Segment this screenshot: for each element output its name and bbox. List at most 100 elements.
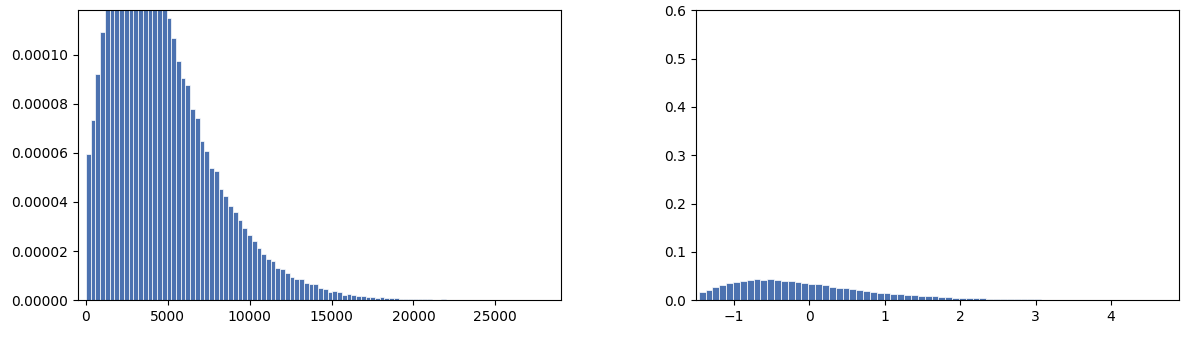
Bar bbox=[870, 292, 876, 300]
Bar bbox=[323, 289, 328, 300]
Bar bbox=[338, 292, 342, 300]
Bar bbox=[1007, 299, 1014, 300]
Bar bbox=[754, 279, 760, 300]
Bar bbox=[233, 212, 237, 300]
Bar bbox=[181, 78, 186, 300]
Bar bbox=[432, 299, 437, 300]
Bar bbox=[747, 280, 754, 300]
Bar bbox=[719, 285, 727, 300]
Bar bbox=[209, 168, 214, 300]
Bar bbox=[408, 299, 413, 300]
Bar bbox=[186, 85, 190, 300]
Bar bbox=[333, 291, 338, 300]
Bar bbox=[979, 298, 986, 300]
Bar bbox=[802, 283, 808, 300]
Bar bbox=[247, 235, 251, 300]
Bar bbox=[795, 282, 802, 300]
Bar bbox=[863, 291, 870, 300]
Bar bbox=[157, 0, 162, 300]
Bar bbox=[101, 32, 105, 300]
Bar bbox=[828, 287, 836, 300]
Bar bbox=[959, 298, 966, 300]
Bar bbox=[413, 299, 418, 300]
Bar bbox=[138, 0, 142, 300]
Bar bbox=[883, 293, 891, 300]
Bar bbox=[952, 297, 959, 300]
Bar bbox=[808, 284, 815, 300]
Bar bbox=[304, 283, 309, 300]
Bar bbox=[904, 295, 911, 300]
Bar bbox=[423, 299, 427, 300]
Bar bbox=[142, 0, 147, 300]
Bar bbox=[285, 273, 290, 300]
Bar bbox=[271, 261, 275, 300]
Bar bbox=[110, 0, 115, 300]
Bar bbox=[379, 297, 384, 300]
Bar bbox=[774, 280, 780, 300]
Bar bbox=[1041, 299, 1047, 300]
Bar bbox=[727, 283, 733, 300]
Bar bbox=[256, 248, 261, 300]
Bar bbox=[733, 282, 740, 300]
Bar bbox=[973, 298, 979, 300]
Bar bbox=[418, 299, 423, 300]
Bar bbox=[229, 206, 233, 300]
Bar bbox=[105, 0, 110, 300]
Bar bbox=[314, 284, 318, 300]
Bar bbox=[1014, 299, 1021, 300]
Bar bbox=[294, 279, 299, 300]
Bar bbox=[1027, 299, 1034, 300]
Bar bbox=[760, 280, 767, 300]
Bar bbox=[836, 287, 843, 300]
Bar bbox=[242, 228, 247, 300]
Bar bbox=[214, 171, 219, 300]
Bar bbox=[190, 109, 195, 300]
Bar bbox=[767, 279, 774, 300]
Bar bbox=[299, 279, 304, 300]
Bar bbox=[360, 296, 365, 300]
Bar bbox=[115, 0, 120, 300]
Bar bbox=[328, 292, 333, 300]
Bar bbox=[356, 296, 360, 300]
Bar bbox=[176, 61, 181, 300]
Bar bbox=[451, 299, 456, 300]
Bar bbox=[251, 241, 256, 300]
Bar bbox=[394, 298, 399, 300]
Bar bbox=[96, 73, 101, 300]
Bar bbox=[147, 0, 152, 300]
Bar bbox=[347, 294, 351, 300]
Bar bbox=[780, 281, 788, 300]
Bar bbox=[850, 289, 856, 300]
Bar bbox=[342, 295, 347, 300]
Bar bbox=[427, 299, 432, 300]
Bar bbox=[898, 294, 904, 300]
Bar bbox=[384, 298, 389, 300]
Bar bbox=[124, 0, 128, 300]
Bar bbox=[290, 277, 294, 300]
Bar bbox=[938, 297, 946, 300]
Bar bbox=[152, 0, 157, 300]
Bar bbox=[994, 299, 999, 300]
Bar bbox=[309, 284, 314, 300]
Bar bbox=[986, 299, 994, 300]
Bar bbox=[266, 258, 271, 300]
Bar bbox=[166, 18, 171, 300]
Bar bbox=[120, 0, 124, 300]
Bar bbox=[924, 296, 931, 300]
Bar bbox=[966, 298, 973, 300]
Bar bbox=[205, 151, 209, 300]
Bar bbox=[370, 297, 375, 300]
Bar bbox=[162, 9, 166, 300]
Bar bbox=[856, 290, 863, 300]
Bar bbox=[224, 196, 229, 300]
Bar bbox=[91, 119, 96, 300]
Bar bbox=[911, 295, 918, 300]
Bar bbox=[375, 298, 379, 300]
Bar bbox=[843, 288, 850, 300]
Bar bbox=[999, 299, 1007, 300]
Bar bbox=[946, 297, 952, 300]
Bar bbox=[1055, 299, 1062, 300]
Bar bbox=[712, 287, 719, 300]
Bar bbox=[822, 285, 828, 300]
Bar bbox=[261, 254, 266, 300]
